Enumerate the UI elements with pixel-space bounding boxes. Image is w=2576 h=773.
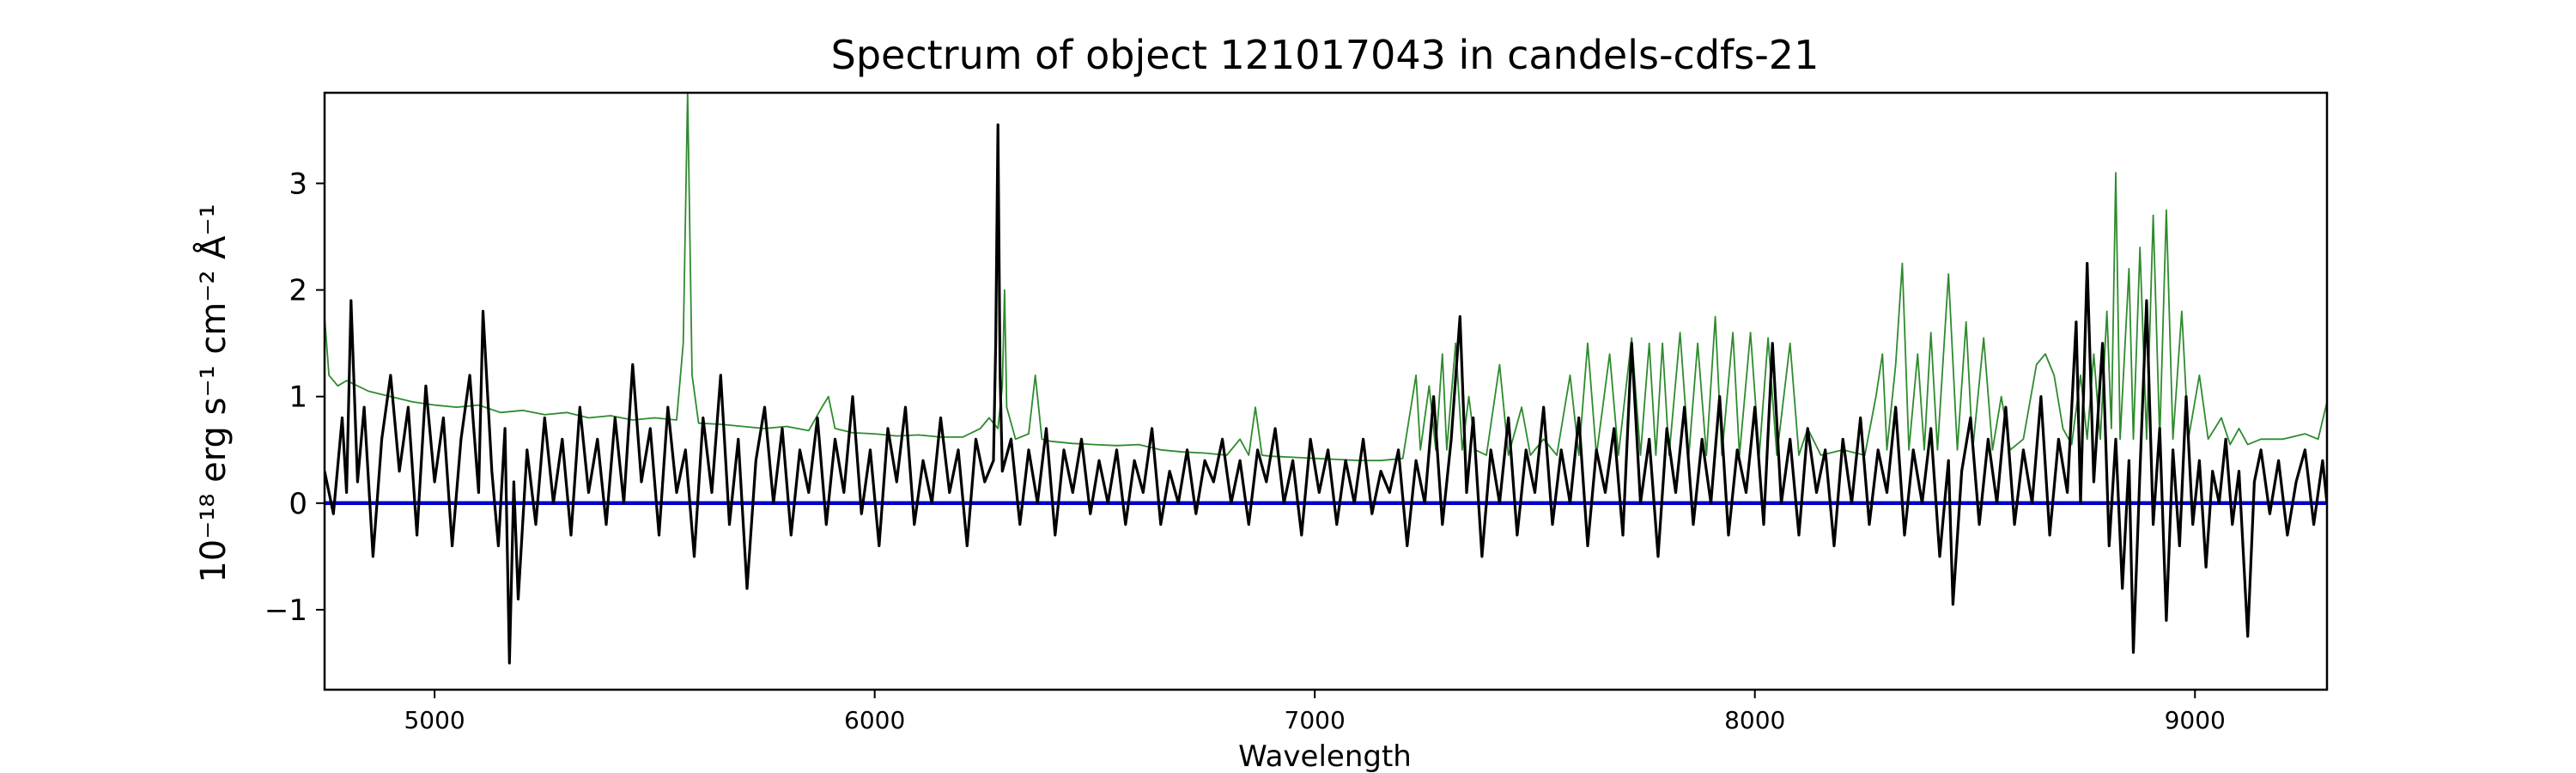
x-tick-label: 8000 bbox=[1724, 706, 1785, 734]
x-tick-label: 5000 bbox=[404, 706, 465, 734]
flux-series-line bbox=[325, 123, 2327, 665]
series-layer bbox=[325, 93, 2327, 665]
y-axis-label: 10⁻¹⁸ erg s⁻¹ cm⁻² Å⁻¹ bbox=[192, 204, 234, 582]
tick-layer: 5000 6000 7000 8000 9000 −1 0 1 2 3 bbox=[264, 167, 2226, 734]
plot-frame bbox=[323, 91, 2329, 691]
y-tick-label: 1 bbox=[289, 380, 307, 415]
chart-title: Spectrum of object 121017043 in candels-… bbox=[831, 32, 1820, 78]
x-tick-label: 6000 bbox=[844, 706, 905, 734]
y-tick-label: 0 bbox=[289, 487, 307, 521]
y-tick-label: −1 bbox=[264, 593, 307, 628]
x-tick-label: 9000 bbox=[2165, 706, 2226, 734]
y-tick-label: 2 bbox=[289, 274, 307, 308]
x-axis-label: Wavelength bbox=[1238, 740, 1412, 773]
x-tick-label: 7000 bbox=[1285, 706, 1346, 734]
y-tick-label: 3 bbox=[289, 167, 307, 201]
error-series-line bbox=[325, 93, 2327, 462]
